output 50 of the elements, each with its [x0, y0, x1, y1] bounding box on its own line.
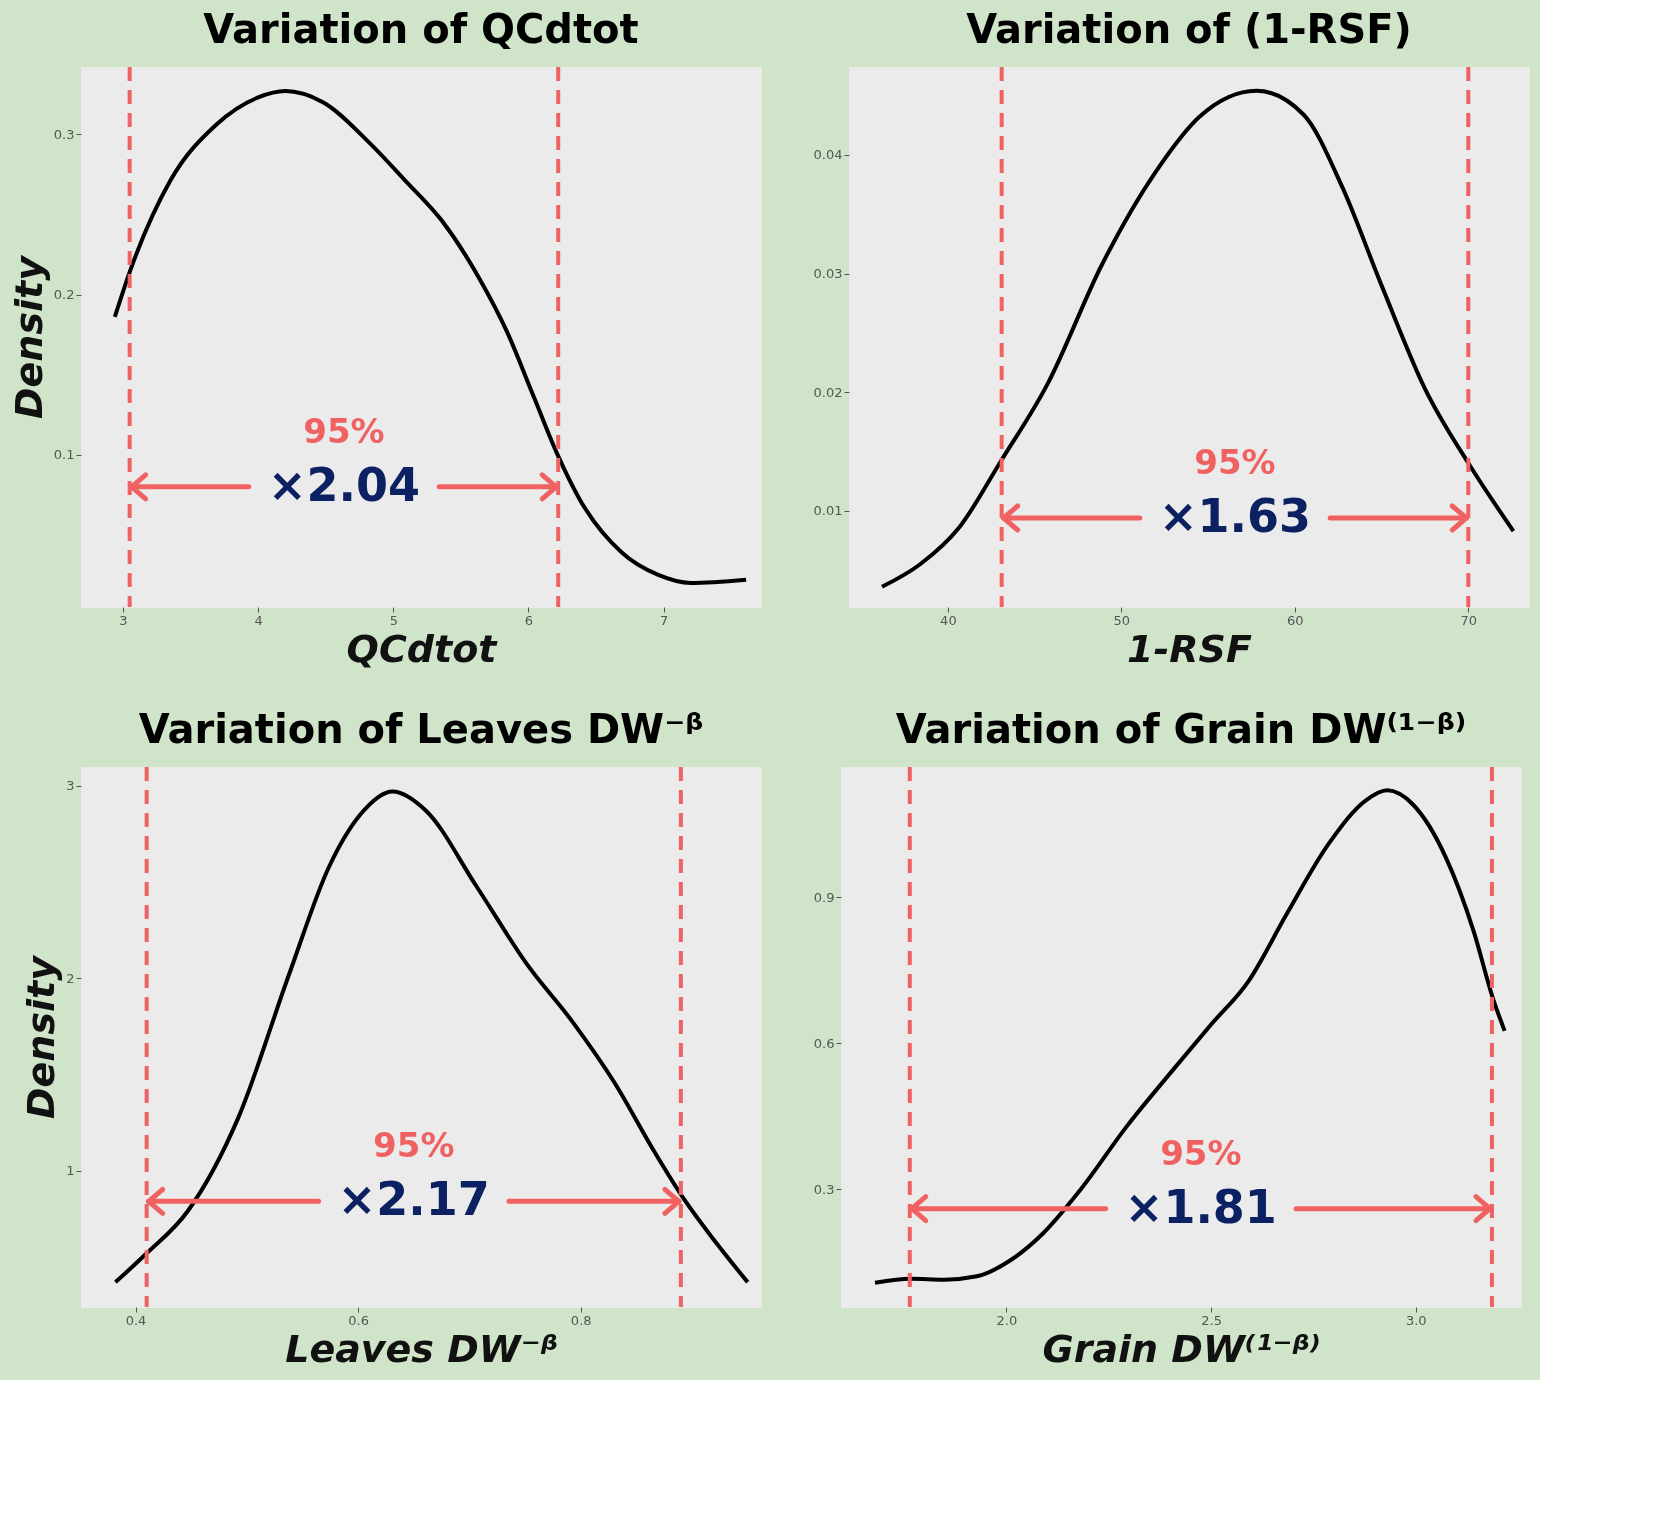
chart-title: Variation of (1-RSF) [966, 6, 1412, 52]
x-axis-title: Leaves DW⁻ᵝ [285, 1326, 558, 1371]
y-tick-label: 0.02 [813, 384, 843, 400]
x-tick-label: 4 [254, 612, 263, 628]
x-axis-title: 1-RSF [1127, 626, 1252, 671]
y-tick-label: 0.6 [813, 1035, 835, 1051]
x-axis-title: Grain DW⁽¹⁻ᵝ⁾ [1042, 1326, 1321, 1371]
annotation: 95% [1160, 1132, 1242, 1173]
annotation: ×2.17 [337, 1172, 490, 1227]
x-tick-label: 2.0 [996, 1312, 1018, 1328]
x-tick-label: 60 [1287, 612, 1304, 628]
y-tick-label: 0.2 [53, 287, 75, 303]
annotation: 95% [1194, 441, 1276, 482]
y-tick-label: 0.3 [813, 1181, 835, 1197]
x-tick-label: 5 [389, 612, 398, 628]
x-tick-label: 40 [940, 612, 957, 628]
y-tick-label: 0.03 [813, 266, 843, 282]
annotation: 95% [373, 1125, 455, 1166]
y-axis-title: Density [6, 253, 51, 419]
x-tick-label: 3 [119, 612, 128, 628]
x-tick-label: 2.5 [1201, 1312, 1222, 1328]
annotation: ×1.63 [1158, 488, 1311, 543]
chart-title: Variation of Grain DW⁽¹⁻ᵝ⁾ [895, 706, 1467, 752]
annotation: ×1.81 [1124, 1179, 1277, 1234]
y-tick-label: 0.01 [813, 503, 843, 519]
line-series [112, 89, 749, 585]
annotation: 95% [303, 410, 385, 451]
y-tick-label: 3 [66, 778, 75, 794]
y-tick-label: 0.9 [813, 889, 835, 905]
y-tick-label: 1 [66, 1163, 75, 1179]
y-tick-label: 0.3 [53, 126, 75, 142]
y-tick-label: 0.1 [53, 447, 75, 463]
chart-title: Variation of QCdtot [203, 6, 639, 52]
x-tick-label: 6 [524, 612, 534, 628]
x-tick-label: 7 [660, 612, 669, 628]
x-tick-label: 3.0 [1405, 1312, 1427, 1328]
line-series [879, 88, 1516, 589]
line-series [872, 788, 1507, 1285]
x-tick-label: 0.8 [570, 1312, 592, 1328]
annotation: ×2.04 [267, 457, 420, 512]
x-tick-label: 0.4 [125, 1312, 147, 1328]
x-tick-label: 0.6 [348, 1312, 369, 1328]
x-tick-label: 50 [1113, 612, 1131, 628]
line-series [113, 789, 750, 1285]
y-axis-title: Density [19, 953, 64, 1119]
chart-title: Variation of Leaves DW⁻ᵝ [138, 706, 704, 752]
y-tick-label: 0.04 [813, 147, 843, 163]
x-axis-title: QCdtot [346, 626, 499, 671]
y-tick-label: 2 [66, 970, 75, 986]
x-tick-label: 70 [1460, 612, 1478, 628]
